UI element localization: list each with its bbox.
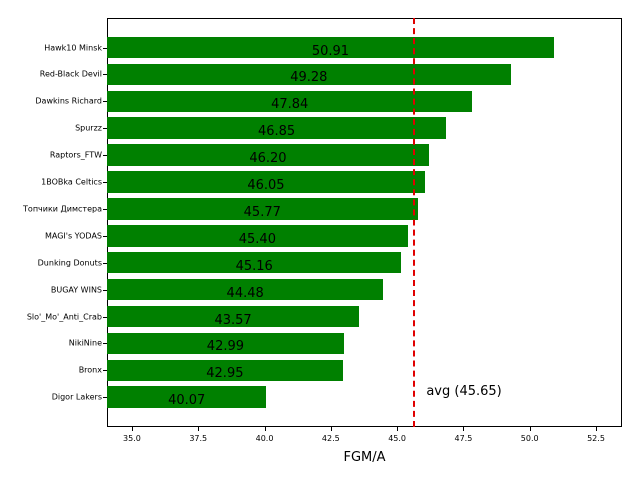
y-tick-label: Hawk10 Minsk [44, 43, 102, 52]
y-tick-label: NikiNine [68, 338, 102, 348]
bar-value-label: 46.20 [249, 151, 287, 167]
bar [107, 278, 384, 301]
bar [107, 198, 418, 220]
bar [107, 36, 554, 59]
x-tick-label: 52.5 [587, 434, 605, 443]
y-tick [103, 343, 107, 345]
y-tick [103, 47, 107, 49]
bar-value-label: 40.07 [168, 393, 206, 409]
x-tick-label: 47.5 [454, 434, 473, 443]
bar [107, 332, 344, 355]
average-label: avg (45.65) [426, 384, 502, 399]
y-tick [103, 208, 107, 210]
y-tick [103, 289, 107, 291]
bar [107, 63, 511, 86]
y-tick-label: Red-Black Devil [39, 69, 102, 79]
x-tick [264, 427, 266, 431]
bar [107, 117, 447, 139]
bar [107, 144, 429, 166]
y-tick-label: Топчики Димстера [23, 204, 102, 214]
bar [107, 359, 343, 382]
bar [107, 305, 360, 328]
x-tick [529, 427, 531, 431]
x-tick [330, 427, 332, 431]
bar [107, 90, 473, 113]
bar-value-label: 44.48 [226, 285, 264, 301]
bar-value-label: 50.91 [311, 43, 350, 59]
y-tick-label: MAGI's YODAS [44, 231, 102, 241]
average-line [413, 18, 416, 427]
x-tick-label: 42.5 [321, 434, 340, 443]
plot-area [107, 18, 622, 427]
x-axis-title: FGM/A [343, 450, 386, 465]
bar-value-label: 42.99 [206, 339, 245, 355]
y-tick [103, 128, 107, 130]
y-tick [103, 182, 107, 183]
y-tick [103, 74, 107, 76]
x-tick [463, 427, 465, 431]
y-tick-label: Bronx [78, 365, 102, 375]
x-tick [198, 427, 200, 431]
bar-value-label: 47.84 [271, 97, 309, 113]
x-tick-label: 45.0 [388, 434, 407, 443]
y-tick-label: Dawkins Richard [35, 96, 102, 106]
bar-value-label: 45.16 [235, 258, 273, 274]
y-tick-label: Slo'_Mo'_Anti_Crab [26, 312, 102, 321]
y-tick [103, 155, 107, 157]
y-tick-label: Dunking Donuts [37, 258, 102, 268]
y-tick-label: Raptors_FTW [49, 150, 102, 160]
y-tick [103, 262, 107, 264]
bar [107, 386, 267, 408]
bar-value-label: 45.40 [238, 231, 276, 247]
y-tick [103, 101, 107, 103]
bar [107, 225, 408, 247]
y-tick [103, 316, 107, 318]
y-tick-label: BUGAY WINS [50, 285, 102, 295]
x-tick-label: 35.0 [123, 434, 141, 443]
bar [107, 171, 425, 193]
bar-value-label: 42.95 [206, 366, 244, 382]
bar-value-label: 46.85 [257, 124, 296, 140]
bar-value-label: 49.28 [290, 70, 328, 86]
y-tick [103, 370, 107, 372]
bar-value-label: 46.05 [247, 178, 285, 193]
x-tick-label: 37.5 [189, 434, 208, 443]
x-tick [596, 427, 597, 431]
y-tick [103, 235, 107, 237]
y-tick-label: Digor Lakers [51, 392, 102, 402]
y-tick-label: 1BOBka Celtics [41, 177, 102, 187]
x-tick [397, 427, 399, 431]
y-tick-label: Spurzz [75, 123, 102, 133]
x-tick [131, 427, 133, 431]
bar-value-label: 43.57 [214, 312, 252, 328]
x-tick-label: 50.0 [520, 434, 539, 443]
x-tick-label: 40.0 [255, 434, 274, 443]
bar [107, 251, 402, 274]
y-tick [103, 397, 107, 399]
bar-value-label: 45.77 [243, 204, 281, 220]
